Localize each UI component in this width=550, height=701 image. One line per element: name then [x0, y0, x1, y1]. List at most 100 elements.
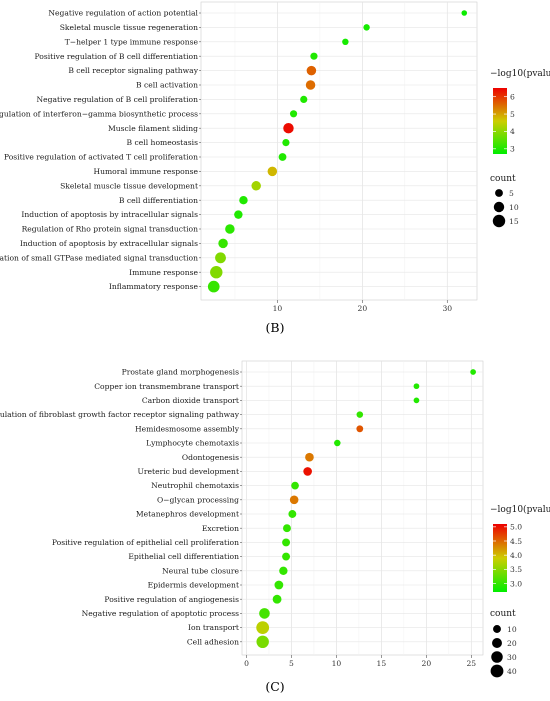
x-tick-label: 20 [358, 304, 368, 313]
y-category-label: Inflammatory response [109, 282, 199, 291]
size-legend-dot [493, 625, 501, 633]
panel-label: (B) [266, 320, 285, 335]
y-category-label: Hemidesmosome assembly [135, 424, 240, 433]
size-legend-dot [492, 214, 506, 228]
data-point [334, 439, 341, 447]
colorbar-tick-label: 4.5 [510, 537, 522, 546]
data-point [256, 621, 270, 634]
y-category-label: Ureteric bud development [138, 467, 239, 476]
y-category-label: Neural tube closure [162, 566, 239, 575]
size-legend-title: count [490, 609, 516, 619]
x-tick-label: 20 [422, 659, 432, 668]
colorbar-tick-label: 3 [510, 145, 515, 154]
data-point [279, 566, 288, 575]
y-category-label: O−glycan processing [157, 495, 239, 504]
y-category-label: Excretion [202, 524, 239, 533]
x-tick-label: 25 [466, 659, 476, 668]
data-point [218, 238, 228, 249]
y-category-label: Induction of apoptosis by intracellular … [21, 210, 198, 219]
x-tick-label: 0 [244, 659, 249, 668]
size-legend-dot [492, 638, 502, 648]
plot-area [241, 360, 484, 656]
x-tick-label: 5 [289, 659, 294, 668]
y-category-label: B cell receptor signaling pathway [68, 66, 198, 75]
y-category-label: Lymphocyte chemotaxis [146, 439, 239, 448]
y-category-label: Muscle filament sliding [108, 124, 198, 133]
y-category-label: Positive regulation of B cell differenti… [34, 52, 198, 61]
y-category-label: Skeletal muscle tissue development [60, 181, 198, 190]
size-legend-label: 5 [509, 189, 514, 198]
x-tick-label: 15 [377, 659, 387, 668]
data-point [210, 266, 223, 279]
y-category-label: Ion transport [188, 623, 239, 632]
legend: −log10(pvalue) 3 4 5 6 count 5 10 15 [490, 68, 550, 228]
y-category-label: Regulation of Rho protein signal transdu… [22, 225, 199, 234]
y-category-label: Negative regulation of apoptotic process [82, 609, 239, 618]
data-point [461, 10, 468, 16]
size-legend-label: 10 [507, 625, 517, 634]
y-category-label: B cell homeostasis [127, 138, 199, 147]
y-category-label: Prostate gland morphogenesis [122, 368, 240, 377]
data-point [267, 166, 278, 177]
colorbar-tick-label: 3.5 [510, 565, 522, 574]
y-category-label: Epidermis development [148, 581, 239, 590]
y-category-label: Positive regulation of epithelial cell p… [52, 538, 239, 547]
data-point [291, 481, 299, 490]
data-point [305, 80, 316, 90]
data-point [310, 52, 318, 60]
data-point [239, 195, 248, 205]
colorbar [493, 524, 507, 592]
y-category-label: Neutrophil chemotaxis [151, 481, 239, 490]
color-legend-title: −log10(pvalue) [490, 504, 550, 515]
data-point [356, 425, 364, 433]
data-point [207, 280, 220, 293]
y-category-label: Regulation of small GTPase mediated sign… [0, 253, 198, 262]
chart-panel-c: 0 5 10 15 20 25 Prostate gland morphogenesis Co… [0, 360, 550, 694]
size-legend-dot [490, 664, 504, 678]
data-point [274, 580, 284, 590]
data-point [470, 369, 476, 375]
size-legend-label: 40 [507, 667, 517, 676]
data-point [282, 538, 291, 547]
colorbar-tick-label: 4 [510, 127, 515, 136]
colorbar-tick-label: 5.0 [510, 523, 522, 532]
size-legend-label: 30 [507, 653, 517, 662]
y-category-label: Positive regulation of interferon−gamma … [0, 109, 198, 118]
data-point [289, 110, 298, 118]
data-point [282, 139, 290, 147]
y-category-label: Carbon dioxide transport [142, 396, 239, 405]
chart-panel-b: 10 20 30 Negative regulation of action pote… [0, 1, 550, 335]
data-point [272, 594, 282, 604]
colorbar-tick-label: 4.0 [510, 551, 522, 560]
data-point [215, 252, 226, 264]
y-category-label: Odontogenesis [182, 453, 239, 462]
size-legend-label: 20 [507, 639, 517, 648]
data-point [283, 524, 291, 533]
y-category-label: T−helper 1 type immune response [65, 37, 199, 46]
y-category-label: B cell activation [136, 81, 198, 90]
y-category-label: Induction of apoptosis by extracellular … [20, 239, 198, 248]
data-point [363, 24, 370, 31]
y-category-label: Metanephros development [136, 510, 239, 519]
data-point [282, 552, 291, 561]
size-legend-dot [493, 201, 505, 213]
panel-label: (C) [265, 679, 284, 694]
y-category-label: Humoral immune response [93, 167, 198, 176]
data-point [305, 452, 314, 462]
y-category-label: Immune response [129, 268, 198, 277]
y-category-label: Epithelial cell differentiation [128, 552, 239, 561]
y-category-label: B cell differentiation [119, 196, 198, 205]
data-point [289, 495, 299, 505]
colorbar-tick-label: 5 [510, 110, 515, 119]
data-point [300, 95, 308, 103]
size-legend-dot [495, 189, 503, 197]
data-point [251, 181, 261, 191]
data-point [278, 153, 287, 161]
y-category-label: Positive regulation of angiogenesis [104, 595, 239, 604]
y-category-label: Cell adhesion [187, 637, 239, 646]
data-point [413, 397, 420, 404]
legend: −log10(pvalue) 3.0 3.5 4.0 4.5 5.0 count 10 20 30… [490, 504, 550, 678]
data-point [259, 608, 270, 619]
plot-area [200, 1, 478, 301]
data-point [283, 122, 294, 134]
